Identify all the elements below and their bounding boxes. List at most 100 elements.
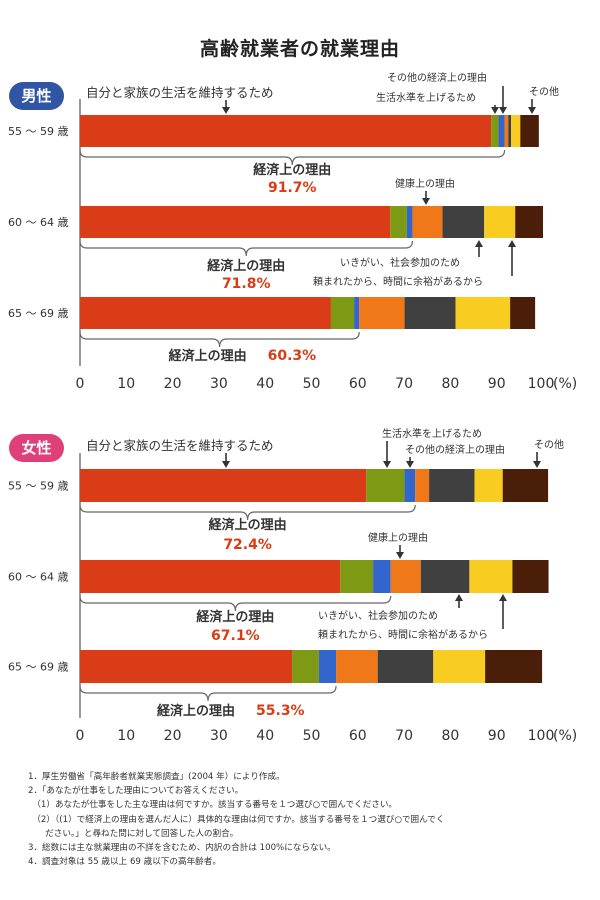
- category-label: 60 〜 64 歳: [8, 216, 68, 229]
- bar-segment: [80, 115, 492, 147]
- annotation-tanomare: 頼まれたから、時間に余裕があるから: [318, 628, 488, 641]
- x-unit-label: (%): [553, 376, 577, 392]
- annotation-other-econ: その他の経済上の理由: [387, 71, 487, 84]
- x-tick-label: 100: [528, 376, 555, 392]
- econ-brace: [79, 685, 337, 702]
- econ-summary-label: 経済上の理由: [209, 517, 287, 533]
- x-tick-label: 70: [395, 728, 413, 744]
- arrow-ikigai-head: [475, 240, 483, 247]
- arrow-health-head: [422, 198, 430, 205]
- arrow-main-head: [222, 461, 230, 468]
- bar-segment: [420, 560, 470, 593]
- annotation-main: 自分と家族の生活を維持するため: [86, 438, 274, 453]
- bar-segment: [390, 560, 421, 593]
- arrow-tanomare-head: [499, 594, 507, 601]
- bar-segment: [502, 469, 549, 502]
- econ-summary-value: 72.4%: [223, 537, 272, 553]
- x-tick-label: 60: [349, 376, 367, 392]
- footnote-line: （2）（(1）で経済上の理由を選んだ人に）具体的な理由は何ですか。該当する番号を…: [28, 814, 445, 825]
- bar-segment: [484, 206, 516, 238]
- arrow-health-head: [396, 552, 404, 559]
- bar-segment: [415, 469, 430, 502]
- x-tick-label: 40: [256, 376, 274, 392]
- bar-segment: [511, 115, 521, 147]
- group-label: 男性: [21, 87, 51, 105]
- arrow-raise-living-head: [491, 107, 499, 114]
- bar-segment: [80, 469, 367, 502]
- footnote-line: 1．厚生労働省「高年齢者就業実態調査」(2004 年）により作成。: [28, 772, 285, 782]
- page-title: 高齢就業者の就業理由: [199, 38, 400, 60]
- arrow-main-head: [222, 107, 230, 114]
- annotation-ikigai: いきがい、社会参加のため: [318, 609, 438, 622]
- bar-segment: [515, 206, 543, 238]
- arrow-raise-living-head: [383, 461, 391, 468]
- category-label: 55 〜 59 歳: [8, 125, 68, 138]
- annotation-other: その他: [534, 438, 564, 451]
- x-unit-label: (%): [553, 728, 577, 744]
- category-label: 55 〜 59 歳: [8, 480, 68, 493]
- bar-segment: [504, 115, 509, 147]
- bar-segment: [80, 560, 341, 593]
- x-tick-label: 70: [395, 376, 413, 392]
- econ-summary-label: 経済上の理由: [207, 258, 285, 274]
- footnote-line: （1）あなたが仕事をした主な理由は何ですか。該当する番号を１つ選び○で囲んでくだ…: [28, 800, 398, 811]
- bar-segment: [377, 650, 434, 683]
- annotation-health: 健康上の理由: [395, 177, 455, 190]
- x-tick-label: 10: [117, 376, 135, 392]
- econ-brace: [79, 595, 392, 612]
- x-tick-label: 0: [76, 728, 85, 744]
- bar-segment: [404, 469, 416, 502]
- x-tick-label: 30: [210, 376, 228, 392]
- x-tick-label: 50: [303, 728, 321, 744]
- bar-segment: [318, 650, 337, 683]
- annotation-other-econ: その他の経済上の理由: [405, 443, 505, 456]
- bar-segment: [520, 115, 539, 147]
- econ-brace: [79, 504, 416, 521]
- bar-segment: [292, 650, 319, 683]
- x-tick-label: 20: [164, 376, 182, 392]
- bar-segment: [508, 115, 512, 147]
- category-label: 60 〜 64 歳: [8, 571, 68, 584]
- x-tick-label: 100: [528, 728, 555, 744]
- bar-segment: [340, 560, 374, 593]
- arrow-other-econ-head: [499, 107, 507, 114]
- arrow-tanomare-head: [508, 240, 516, 247]
- annotation-health: 健康上の理由: [368, 531, 428, 544]
- bar-segment: [442, 206, 485, 238]
- footnote-line: ださい。」と尋ねた問に対して回答した人の割合。: [28, 828, 239, 839]
- econ-brace: [79, 149, 506, 166]
- x-tick-label: 90: [488, 376, 506, 392]
- bar-segment: [491, 115, 499, 147]
- bar-segment: [510, 297, 536, 329]
- x-tick-label: 80: [441, 728, 459, 744]
- bar-segment: [366, 469, 405, 502]
- annotation-raise-living: 生活水準を上げるため: [382, 427, 482, 440]
- bar-segment: [354, 297, 360, 329]
- bar-segment: [336, 650, 378, 683]
- econ-summary-value: 67.1%: [211, 628, 260, 644]
- x-tick-label: 50: [303, 376, 321, 392]
- bar-segment: [404, 297, 456, 329]
- group-label: 女性: [21, 439, 51, 457]
- x-tick-label: 10: [117, 728, 135, 744]
- bar-segment: [80, 206, 391, 238]
- annotation-main: 自分と家族の生活を維持するため: [86, 85, 274, 100]
- category-label: 65 〜 69 歳: [8, 307, 68, 320]
- x-tick-label: 30: [210, 728, 228, 744]
- bar-segment: [373, 560, 391, 593]
- econ-brace: [79, 331, 360, 348]
- group-badge: [9, 82, 64, 110]
- footnote-line: 3．総数には主な就業理由の不詳を含むため、内訳の合計は 100%にならない。: [28, 843, 336, 854]
- econ-summary-label: 経済上の理由: [169, 348, 247, 364]
- x-tick-label: 80: [441, 376, 459, 392]
- bar-segment: [80, 297, 331, 329]
- arrow-other-econ-head: [406, 461, 414, 468]
- bar-segment: [80, 650, 293, 683]
- arrow-ikigai-head: [455, 594, 463, 601]
- category-label: 65 〜 69 歳: [8, 661, 68, 674]
- annotation-ikigai: いきがい、社会参加のため: [340, 256, 460, 269]
- x-tick-label: 0: [76, 376, 85, 392]
- arrow-other-head: [533, 461, 541, 468]
- econ-summary-value: 71.8%: [222, 276, 271, 292]
